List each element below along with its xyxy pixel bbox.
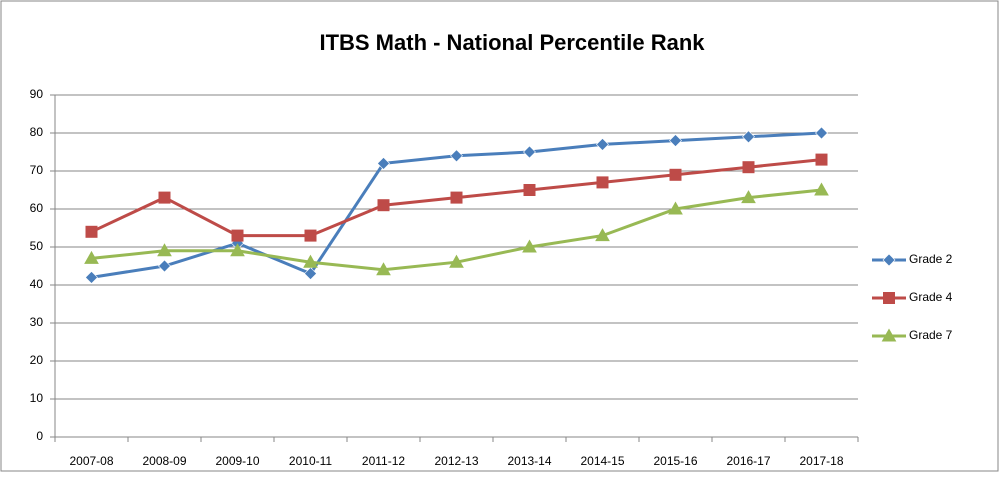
x-tick-label: 2012-13 <box>434 454 478 468</box>
x-tick-label: 2014-15 <box>580 454 624 468</box>
marker <box>450 191 463 204</box>
x-tick-label: 2011-12 <box>362 454 405 468</box>
marker <box>304 229 317 242</box>
y-tick-label: 70 <box>30 163 44 177</box>
legend-label: Grade 7 <box>909 328 953 342</box>
marker <box>377 156 390 170</box>
x-tick-label: 2013-14 <box>507 454 551 468</box>
marker <box>882 253 896 267</box>
marker <box>669 168 682 181</box>
marker <box>158 259 171 273</box>
x-tick-label: 2009-10 <box>215 454 259 468</box>
x-tick-label: 2007-08 <box>69 454 113 468</box>
chart-title: ITBS Math - National Percentile Rank <box>319 30 705 55</box>
y-tick-label: 20 <box>30 353 44 367</box>
y-tick-label: 10 <box>30 391 44 405</box>
marker <box>883 292 895 304</box>
x-tick-label: 2015-16 <box>653 454 697 468</box>
marker <box>596 176 609 189</box>
y-tick-label: 60 <box>30 201 44 215</box>
y-tick-label: 80 <box>30 125 44 139</box>
marker <box>303 254 318 268</box>
marker <box>304 267 317 281</box>
marker <box>815 126 828 140</box>
x-tick-label: 2016-17 <box>726 454 770 468</box>
y-tick-label: 0 <box>36 429 43 443</box>
y-tick-label: 90 <box>30 87 44 101</box>
marker <box>158 191 171 204</box>
marker <box>231 229 244 242</box>
marker <box>377 199 390 212</box>
legend-label: Grade 2 <box>909 252 953 266</box>
marker <box>669 134 682 148</box>
y-tick-label: 50 <box>30 239 44 253</box>
marker <box>85 270 98 284</box>
marker <box>450 149 463 163</box>
marker <box>157 243 172 257</box>
marker <box>85 225 98 238</box>
marker <box>523 145 536 159</box>
marker <box>741 190 756 204</box>
marker <box>595 228 610 242</box>
x-tick-label: 2017-18 <box>799 454 843 468</box>
legend-label: Grade 4 <box>909 290 953 304</box>
y-tick-label: 40 <box>30 277 44 291</box>
x-tick-label: 2008-09 <box>142 454 186 468</box>
marker <box>522 239 537 253</box>
marker <box>596 137 609 151</box>
marker <box>881 328 897 342</box>
x-tick-label: 2010-11 <box>289 454 332 468</box>
marker <box>376 262 391 276</box>
marker <box>449 254 464 268</box>
marker <box>523 184 536 196</box>
marker <box>668 201 683 215</box>
marker <box>814 182 829 196</box>
marker <box>230 243 245 257</box>
y-tick-label: 30 <box>30 315 44 329</box>
marker <box>815 153 828 166</box>
marker <box>742 130 755 144</box>
marker <box>742 161 755 174</box>
marker <box>84 250 99 264</box>
